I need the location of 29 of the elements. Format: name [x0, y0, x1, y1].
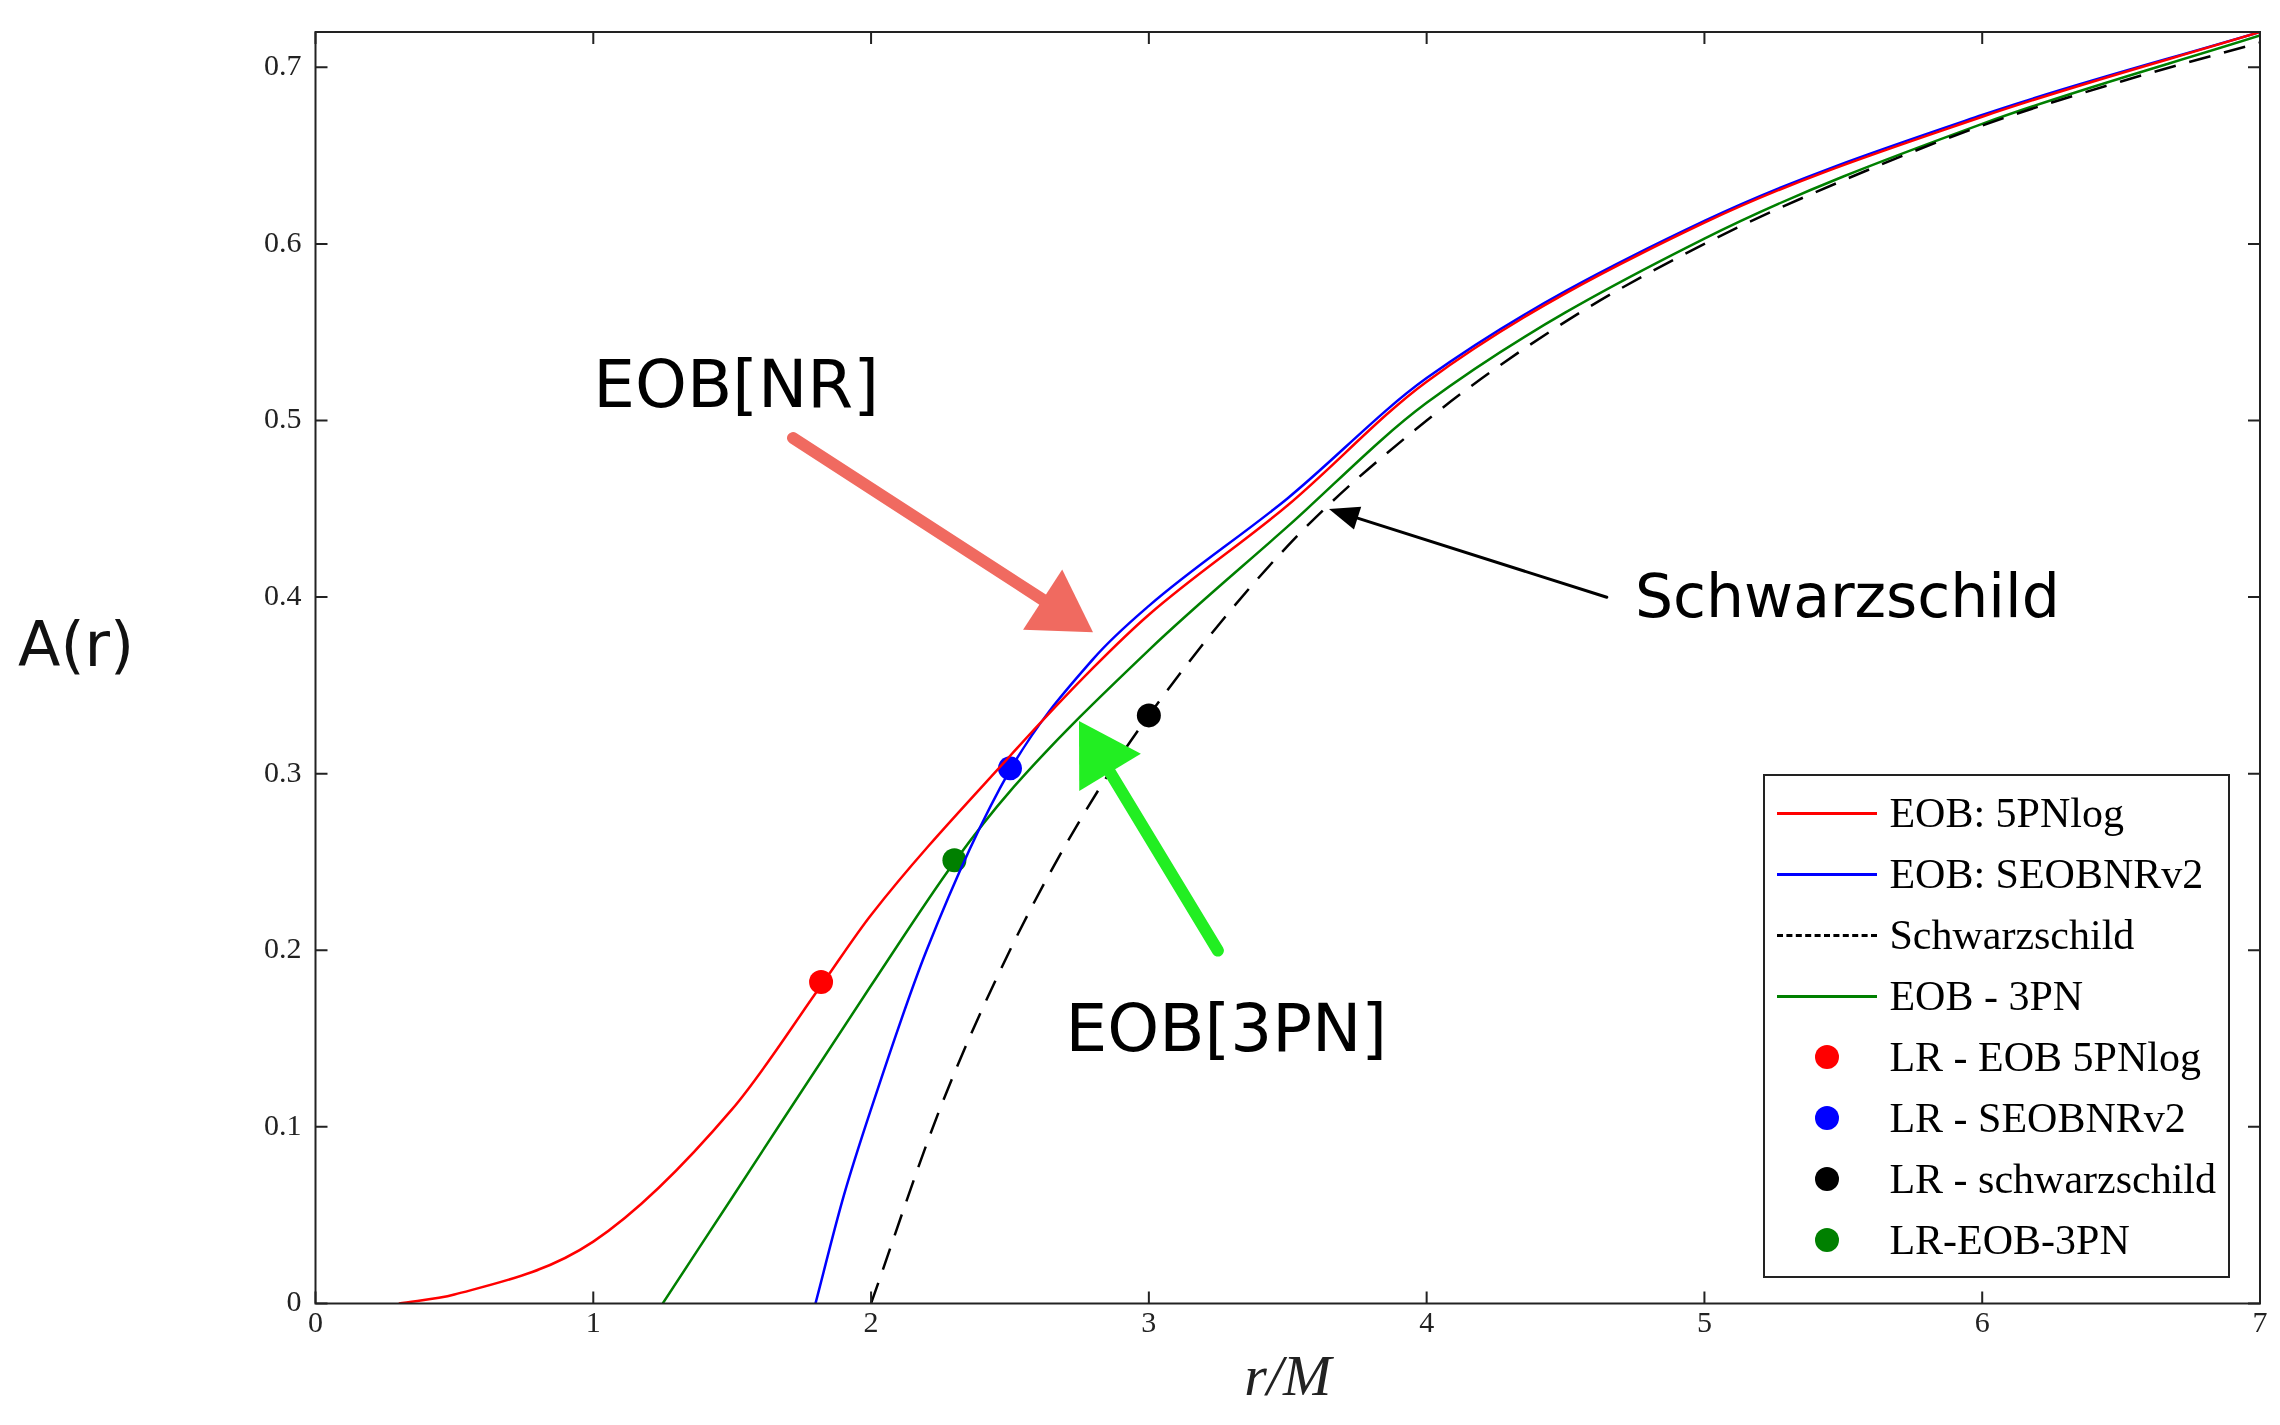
y-tick-label: 0.6 — [264, 224, 302, 258]
legend-label: LR - schwarzschild — [1889, 1154, 2216, 1203]
x-tick-label: 3 — [1141, 1305, 1157, 1339]
y-tick-label: 0.5 — [264, 401, 302, 435]
legend-label: EOB: 5PNlog — [1889, 788, 2124, 837]
annotation: EOB[NR] — [593, 345, 879, 423]
y-tick-label: 0.4 — [264, 577, 302, 611]
x-tick-label: 6 — [1974, 1305, 1990, 1339]
y-axis-title: A(r) — [18, 608, 135, 682]
y-tick-label: 0.1 — [264, 1107, 302, 1141]
annotation: EOB[3PN] — [1065, 990, 1388, 1068]
x-axis-title: r/M — [1244, 1343, 1334, 1409]
y-tick-label: 0.7 — [264, 48, 302, 82]
x-tick-label: 5 — [1696, 1305, 1712, 1339]
legend-label: EOB: SEOBNRv2 — [1889, 849, 2204, 898]
y-tick-label: 0.2 — [264, 931, 302, 965]
annotation: Schwarzschild — [1634, 561, 2060, 632]
legend-label: Schwarzschild — [1889, 910, 2135, 959]
x-tick-label: 7 — [2252, 1305, 2268, 1339]
y-tick-label: 0.3 — [264, 754, 302, 788]
legend-label: LR - SEOBNRv2 — [1889, 1093, 2186, 1142]
legend-label: EOB - 3PN — [1889, 971, 2084, 1020]
x-tick-label: 2 — [863, 1305, 879, 1339]
x-tick-label: 1 — [585, 1305, 601, 1339]
x-tick-label: 4 — [1419, 1305, 1435, 1339]
x-tick-label: 0 — [308, 1305, 323, 1339]
y-tick-label: 0 — [286, 1284, 302, 1318]
legend-label: LR - EOB 5PNlog — [1889, 1032, 2201, 1081]
legend-label: LR-EOB-3PN — [1889, 1215, 2130, 1264]
